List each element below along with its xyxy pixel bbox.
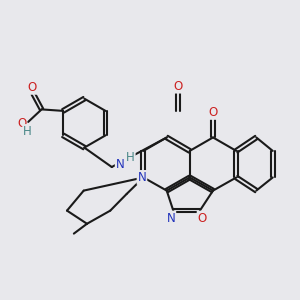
Text: O: O: [28, 81, 37, 94]
Text: O: O: [17, 117, 26, 130]
Text: N: N: [138, 171, 146, 184]
Text: H: H: [126, 151, 135, 164]
Text: N: N: [167, 212, 175, 225]
Text: O: O: [208, 106, 217, 119]
Text: N: N: [116, 158, 124, 171]
Text: H: H: [23, 125, 32, 138]
Text: O: O: [198, 212, 207, 225]
Text: O: O: [174, 80, 183, 93]
